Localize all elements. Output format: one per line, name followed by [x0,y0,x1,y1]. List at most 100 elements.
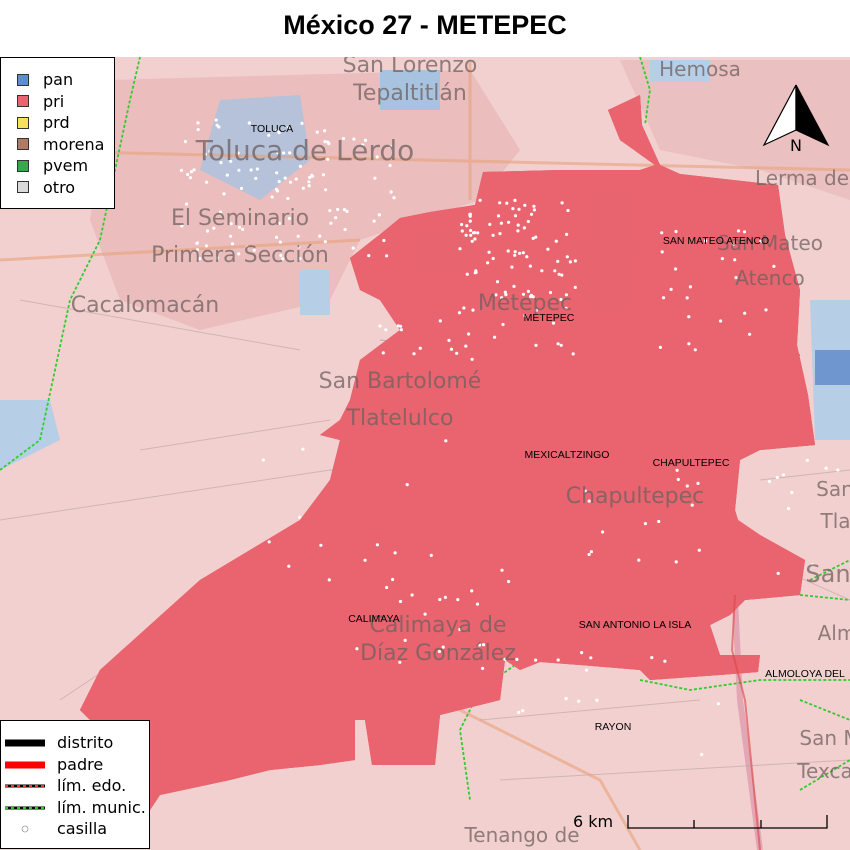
casilla-point [323,129,327,133]
casilla-point [499,221,503,225]
casilla-point [465,272,469,276]
map-canvas[interactable]: San Lorenzo Tepaltitlán Hemosa Toluca de Le… [0,57,850,850]
casilla-point [270,195,274,199]
casilla-point [471,308,475,312]
casilla-point [279,253,283,257]
casilla-point [462,306,466,310]
casilla-point [583,489,588,493]
casilla-point [398,660,402,664]
casilla-point [277,131,281,135]
north-arrow-icon: N [762,84,830,155]
casilla-point [564,293,569,297]
casilla-point [385,254,389,258]
casilla-point [298,257,302,261]
casilla-point [351,246,355,250]
casilla-point [697,548,701,552]
casilla-point [464,344,468,348]
casilla-point [518,251,522,255]
legend-swatch-pri [17,95,29,107]
casilla-point [329,221,333,225]
casilla-point [218,210,223,214]
casilla-point [245,245,249,249]
casilla-point [301,447,305,451]
casilla-point [516,223,520,227]
casilla-point [525,255,529,259]
casilla-point [556,259,560,263]
casilla-point [215,123,219,127]
casilla-point [487,250,491,254]
map-area[interactable]: San Lorenzo Tepaltitlán Hemosa Toluca de Le… [0,57,850,850]
legend-label: prd [43,113,70,132]
casilla-point [229,159,233,163]
casilla-point [546,247,550,251]
casilla-point [277,221,281,225]
basemap-place-label: Alm [818,621,850,645]
casilla-point [470,589,474,593]
casilla-point [392,196,396,200]
casilla-point [507,579,511,584]
casilla-point [688,285,693,289]
casilla-point [372,219,376,223]
casilla-point [274,235,279,239]
casilla-point [385,585,389,590]
line-legend: distrito padre lím. edo. lím. munic. casilla [0,720,150,849]
casilla-point [458,247,462,251]
casilla-point [208,149,212,153]
casilla-point [467,332,471,336]
legend-line-sample [5,797,45,818]
legend-swatch-otro [17,181,29,193]
casilla-point [345,209,349,213]
casilla-point [214,118,218,122]
casilla-point [429,553,433,558]
casilla-point [503,657,507,661]
casilla-point [396,324,400,328]
casilla-point [811,563,815,567]
casilla-point [733,258,737,262]
casilla-point [288,151,292,155]
legend-swatch-pan [17,73,29,86]
basemap-place-label: Hemosa [659,57,741,81]
casilla-point [482,643,486,647]
casilla-point [748,332,752,336]
casilla-point [373,176,377,180]
casilla-point [327,578,331,582]
casilla-point [476,231,480,235]
casilla-point [326,157,330,161]
casilla-point [334,216,338,220]
casilla-point [287,216,292,220]
casilla-point [601,530,605,534]
casilla-point [478,643,482,647]
casilla-point [534,235,538,239]
casilla-point [504,293,508,297]
legend-item-thick-black: distrito [1,732,113,753]
municipality-label: CALIMAYA [348,613,400,625]
casilla-point [388,163,392,168]
basemap-place-label: Santa [816,477,850,501]
casilla-point [192,168,196,172]
legend-label: pvem [43,156,89,175]
casilla-point [540,269,544,273]
casilla-point [405,483,409,487]
casilla-point [196,128,200,132]
basemap-place-label: Cacalomacán [71,293,219,318]
casilla-point [805,458,809,462]
casilla-point [637,558,641,562]
casilla-point [486,261,490,265]
casilla-point [696,481,700,485]
casilla-point [456,598,460,602]
casilla-point [282,151,286,155]
casilla-point [496,214,501,218]
basemap-place-label: Texca [796,759,850,783]
casilla-point [573,259,578,263]
scalebar: 6 km [573,812,828,831]
basemap-place-label: San [805,560,850,588]
casilla-point [180,224,184,228]
legend-item-point: casilla [1,818,107,839]
municipality-label: MEXICALTZINGO [525,449,610,461]
legend-label: pan [43,70,74,89]
casilla-point [564,697,568,701]
urban-area [90,70,520,330]
basemap-place-label: El Seminario [171,206,309,231]
casilla-point [674,560,678,564]
casilla-point [375,155,379,159]
